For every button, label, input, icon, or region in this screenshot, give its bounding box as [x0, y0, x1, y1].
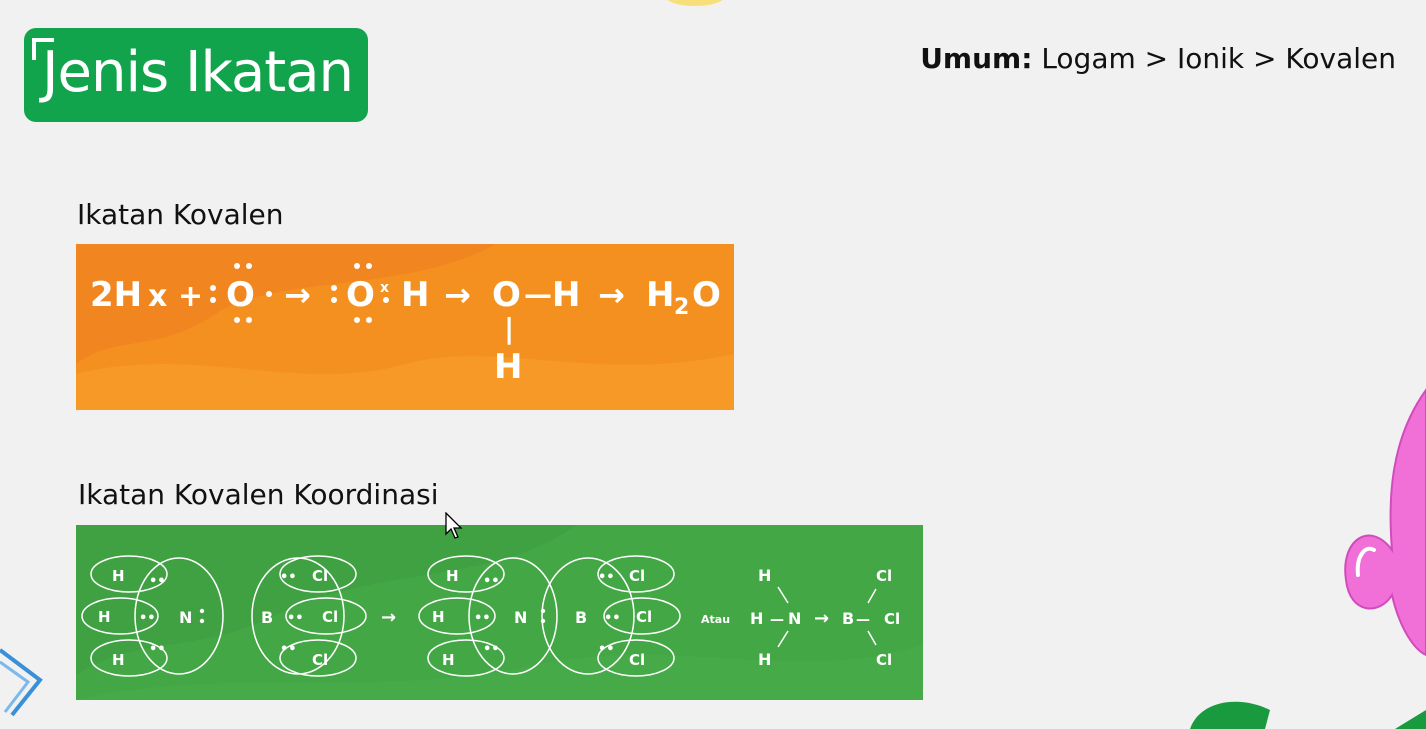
eq-product-o: O [692, 275, 721, 315]
eq-2h: 2H [90, 275, 142, 315]
eq-electron-x-2: x [380, 280, 389, 296]
atau-label: Atau [701, 613, 730, 626]
eq-oxygen-lewis: O [210, 263, 272, 323]
nh3-lewis-structure [81, 555, 224, 677]
struct-arrow: → [814, 608, 829, 629]
eq-hydrogen: H [401, 275, 429, 315]
adduct-dots-6: •• [598, 642, 615, 657]
covalent-equation-panel: 2H x + O → O x H → O — H | H → H [76, 244, 734, 410]
adduct-dots-2: •• [474, 611, 491, 626]
lewis-arrow-1: → [381, 607, 396, 628]
adduct-dots-1: •• [483, 574, 500, 589]
slide-title-badge: Jenis Ikatan [24, 28, 368, 122]
struct-cl-3: Cl [876, 651, 892, 669]
struct-h-1: H [758, 566, 771, 585]
adduct-cl-3: Cl [629, 651, 645, 669]
struct-bond-lines [777, 586, 877, 648]
eq-oxygen-3: O [492, 275, 521, 315]
nh3-dots-3: •• [149, 642, 166, 657]
adduct-h-1: H [446, 567, 459, 585]
bcl3-dots-1: •• [280, 570, 297, 585]
eq-electron-x: x [148, 279, 167, 314]
nh3-h-2: H [98, 608, 111, 626]
struct-h-3: H [758, 650, 771, 669]
bond-strength-summary: Umum: Logam > Ionik > Kovalen [920, 42, 1396, 75]
eq-product-subscript: 2 [674, 295, 689, 320]
eq-bond: — [524, 278, 552, 311]
summary-text: Logam > Ionik > Kovalen [1041, 42, 1396, 75]
nh3-h-1: H [112, 567, 125, 585]
adduct-n: N [514, 608, 527, 627]
struct-n: N [788, 609, 801, 628]
adduct-h-2: H [432, 608, 445, 626]
adduct-h-3: H [442, 651, 455, 669]
bcl3-dots-3: •• [280, 642, 297, 657]
eq-oh-lewis: O x H [331, 263, 429, 323]
struct-cl-1: Cl [876, 567, 892, 585]
eq-product-h: H [646, 275, 674, 315]
adduct-cl-2: Cl [636, 608, 652, 626]
slide-title: Jenis Ikatan [42, 40, 354, 105]
pink-drop-decoration [1344, 388, 1426, 657]
struct-h-2: H [750, 609, 763, 628]
eq-oxygen-2: O [346, 275, 375, 315]
nh3-dots-1: •• [149, 574, 166, 589]
covalent-heading: Ikatan Kovalen [77, 198, 284, 231]
eq-hydrogen-3: H [494, 347, 522, 387]
bcl3-dots-2: •• [287, 611, 304, 626]
adduct-dots-4: •• [598, 570, 615, 585]
coordinate-covalent-heading: Ikatan Kovalen Koordinasi [78, 478, 439, 511]
adduct-dots-5: •• [604, 611, 621, 626]
bcl3-cl-3: Cl [312, 651, 328, 669]
adduct-dots-3: •• [483, 642, 500, 657]
struct-cl-2: Cl [884, 610, 900, 628]
yellow-blob-decoration [667, 0, 723, 6]
eq-bond-vertical: | [504, 312, 514, 345]
struct-dash-1: — [770, 612, 784, 628]
eq-water-structure: O — H | H [492, 275, 580, 387]
nh3-h-3: H [112, 651, 125, 669]
adduct-cl-1: Cl [629, 567, 645, 585]
blue-line-decoration [0, 648, 43, 717]
adduct-b: B [575, 608, 587, 627]
adduct-lewis-structure [418, 555, 681, 677]
eq-arrow-3: → [598, 276, 625, 314]
mouse-cursor-icon [445, 512, 463, 539]
bcl3-lewis-structure [251, 555, 367, 677]
bcl3-b: B [261, 608, 273, 627]
eq-oxygen: O [226, 275, 255, 315]
eq-plus: + [178, 279, 203, 314]
title-corner-mark [32, 38, 54, 60]
eq-arrow-1: → [284, 276, 311, 314]
bcl3-cl-1: Cl [312, 567, 328, 585]
eq-arrow-2: → [444, 276, 471, 314]
struct-b: B [842, 609, 854, 628]
eq-hydrogen-2: H [552, 275, 580, 315]
nh3-dots-2: •• [139, 611, 156, 626]
nh3-n: N [179, 608, 192, 627]
bcl3-cl-2: Cl [322, 608, 338, 626]
coordinate-covalent-panel: H H H •• •• •• N B •• •• •• Cl Cl Cl → [76, 525, 923, 700]
struct-dash-2: — [856, 612, 870, 628]
summary-label: Umum: [920, 42, 1033, 75]
green-leaf-decoration [1190, 701, 1426, 729]
